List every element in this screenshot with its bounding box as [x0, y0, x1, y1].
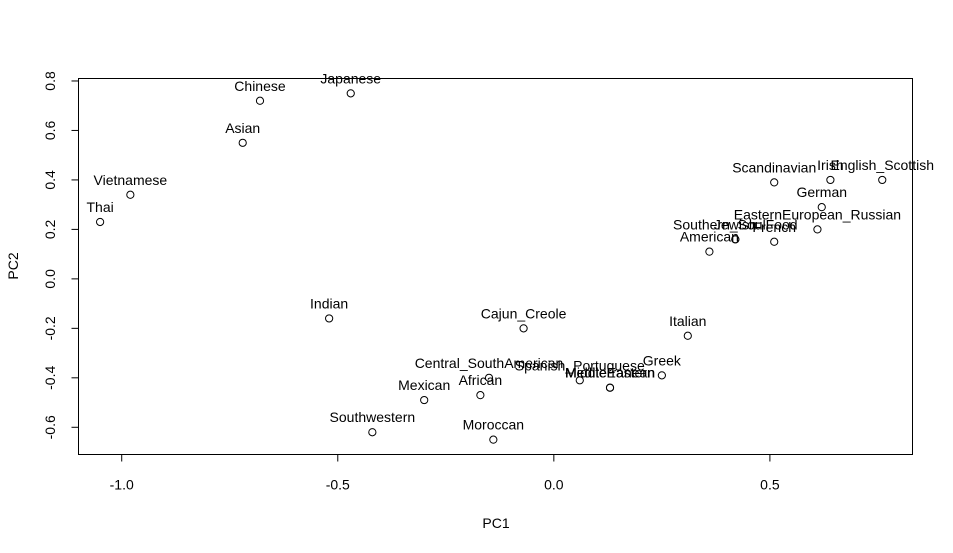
point-label: Southern_SoulFood	[673, 216, 798, 232]
point-label: Greek	[643, 352, 682, 368]
point-label: Vietnamese	[94, 172, 168, 188]
point-label: French	[752, 219, 796, 235]
data-point	[346, 89, 355, 98]
x-tick-label: -1.0	[110, 477, 134, 493]
point-label: Spanish_Portuguese	[515, 357, 645, 373]
data-point	[705, 247, 714, 256]
point-label: Moroccan	[463, 417, 524, 433]
data-point	[826, 175, 835, 185]
y-tick-label: 0.0	[42, 269, 58, 289]
data-point	[817, 203, 826, 212]
data-point	[255, 96, 265, 105]
point-label: American	[680, 229, 739, 245]
point-label: Southwestern	[330, 409, 416, 425]
point-label: Scandinavian	[732, 159, 816, 175]
point-label: EasternEuropean_Russian	[734, 206, 901, 222]
data-point	[878, 175, 887, 185]
x-tick-label: 0.5	[760, 477, 780, 493]
x-axis: -1.0 -0.5 0.0 0.5	[110, 454, 780, 493]
point-label: MiddleEastern	[565, 365, 655, 381]
point-label: African	[459, 372, 503, 388]
point-label: Mediterranean	[565, 365, 655, 381]
y-tick-label: 0.4	[42, 170, 58, 190]
x-tick-label: -0.5	[326, 477, 350, 493]
x-axis-label: PC1	[482, 515, 509, 531]
data-point	[238, 138, 247, 147]
data-point	[605, 383, 615, 392]
point-label: Indian	[310, 295, 348, 311]
data-point	[813, 225, 822, 234]
data-point	[420, 395, 429, 405]
y-tick-label: 0.6	[42, 121, 58, 141]
data-point	[476, 391, 485, 400]
point-label: English_Scottish	[830, 157, 934, 173]
y-tick-label: -0.6	[42, 415, 58, 439]
data-point	[484, 373, 494, 382]
y-tick-label: -0.2	[42, 316, 58, 340]
point-label: Jewish	[714, 216, 757, 232]
point-label: Asian	[225, 120, 260, 136]
data-point	[657, 371, 666, 380]
y-axis: -0.6 -0.4 -0.2 0.0 0.2 0.4 0.6 0.8	[42, 71, 79, 439]
data-point	[126, 190, 135, 199]
point-label: Mexican	[398, 377, 450, 393]
data-points: Japanese Chinese Asian Vietnamese Thai Indian…	[86, 70, 934, 444]
x-tick-label: 0.0	[544, 477, 564, 493]
y-tick-label: -0.4	[42, 366, 58, 390]
data-point	[325, 314, 334, 323]
y-tick-label: 0.2	[42, 219, 58, 239]
data-point	[731, 235, 740, 244]
data-point	[575, 376, 584, 385]
data-point	[683, 331, 692, 340]
point-label: Cajun_Creole	[481, 305, 567, 321]
point-label: Thai	[86, 199, 113, 215]
point-label: Central_SouthAmerican	[415, 355, 564, 371]
data-point	[519, 324, 528, 333]
point-label: German	[796, 184, 847, 200]
y-axis-label: PC2	[5, 252, 21, 279]
data-point	[489, 435, 498, 444]
plot-frame	[78, 78, 913, 455]
data-point	[96, 217, 105, 227]
point-label: Italian	[669, 313, 706, 329]
data-point	[368, 428, 377, 437]
point-label: Japanese	[320, 70, 381, 86]
data-point	[770, 178, 779, 187]
data-point	[770, 237, 779, 246]
y-tick-label: 0.8	[42, 71, 58, 91]
point-label: Chinese	[234, 78, 286, 94]
point-label: Irish	[817, 157, 843, 173]
